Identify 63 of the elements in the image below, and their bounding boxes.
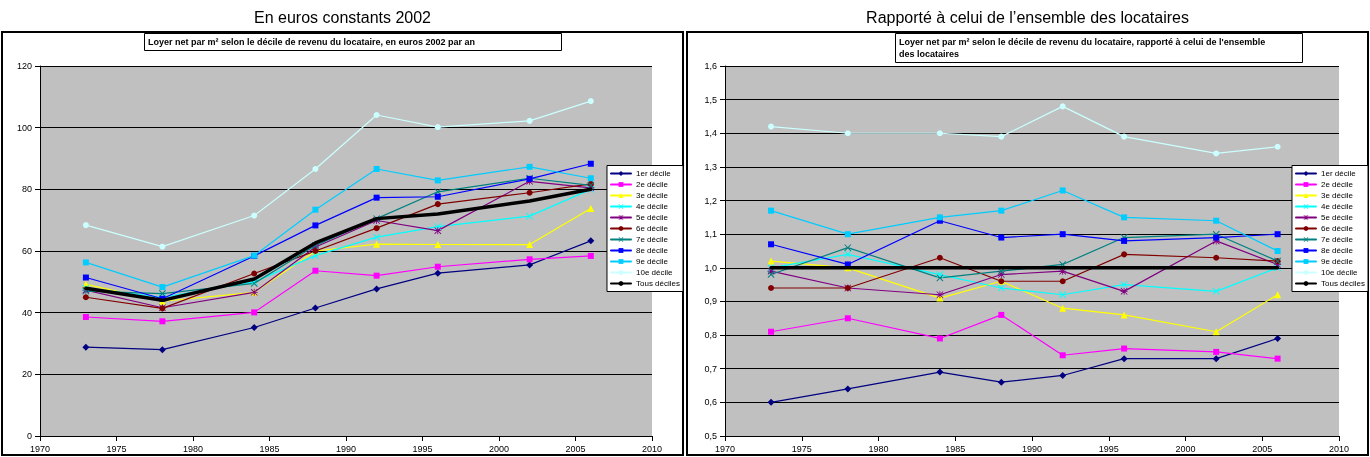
chart-subtitle: Loyer net par m² selon le décile de revenu du locataire, rapporté à celui de l'ensemble des locataires [899,37,1268,59]
y-tick-label: 80 [21,184,32,195]
legend-label: 8e décile [1320,246,1354,255]
x-tick-label: 1970 [714,443,736,454]
y-tick-label: 0,9 [704,296,717,307]
x-tick-label: 1990 [335,443,357,454]
x-tick-label: 2005 [1252,443,1273,454]
x-tick-label: 2005 [565,443,586,454]
y-tick-label: 1,1 [704,229,717,240]
x-tick-label: 1975 [106,443,127,454]
chart-title: Rapporté à celui de l’ensemble des locataires [866,8,1189,26]
y-tick-label: 1,2 [704,195,717,206]
legend-label: 10e décile [1320,268,1358,277]
legend-label: 4e décile [635,202,669,211]
legend-label: 7e décile [635,235,669,244]
y-tick-label: 20 [21,369,32,380]
x-tick-label: 1975 [791,443,812,454]
y-tick-label: 60 [21,246,32,256]
legend-label: 4e décile [1320,202,1354,211]
x-tick-label: 2010 [1328,443,1350,454]
legend-label: 10e décile [635,268,673,277]
x-tick-label: 1985 [945,443,966,454]
x-tick-label: 2000 [1175,443,1196,454]
y-tick-label: 120 [16,61,32,71]
legend-label: Tous déciles [635,279,681,288]
legend-label: 1er décile [1320,169,1357,178]
legend-label: 2e décile [1320,180,1354,189]
y-tick-label: 0,7 [704,363,717,374]
legend-label: 9e décile [635,257,669,266]
legend-label: 5e décile [1320,213,1354,222]
x-tick-label: 1980 [868,443,889,454]
y-tick-label: 0,5 [704,431,717,441]
x-tick-label: 1995 [1098,443,1119,454]
y-tick-label: 0 [26,431,32,441]
legend-label: 3e décile [1320,191,1354,200]
legend-label: 7e décile [1320,235,1354,244]
legend-label: 8e décile [635,246,669,255]
chart-subtitle: Loyer net par m² selon le décile de revenu du locataire, en euros 2002 par an [148,37,476,47]
legend-label: 1er décile [635,169,672,178]
x-tick-label: 1980 [182,443,204,454]
legend-label: 9e décile [1320,257,1354,266]
legend-label: 3e décile [635,191,669,200]
y-tick-label: 40 [21,307,32,318]
legend-label: 6e décile [635,224,669,233]
y-tick-label: 1,0 [704,262,717,273]
chart-title: En euros constants 2002 [253,8,432,26]
y-tick-label: 0,8 [704,330,717,341]
y-tick-label: 0,6 [704,397,717,408]
legend-label: Tous déciles [1320,279,1366,288]
y-tick-label: 1,6 [704,61,717,71]
x-tick-label: 1995 [412,443,433,454]
y-tick-label: 1,4 [704,128,717,139]
y-tick-label: 1,3 [704,161,717,172]
legend-label: 6e décile [1320,224,1354,233]
y-tick-label: 1,5 [704,94,717,105]
x-tick-label: 1970 [29,443,51,454]
x-tick-label: 1990 [1021,443,1043,454]
y-tick-label: 100 [16,122,32,133]
x-tick-label: 2010 [641,443,663,454]
x-tick-label: 1985 [259,443,280,454]
legend-label: 2e décile [635,180,669,189]
legend-label: 5e décile [635,213,669,222]
x-tick-label: 2000 [488,443,510,454]
